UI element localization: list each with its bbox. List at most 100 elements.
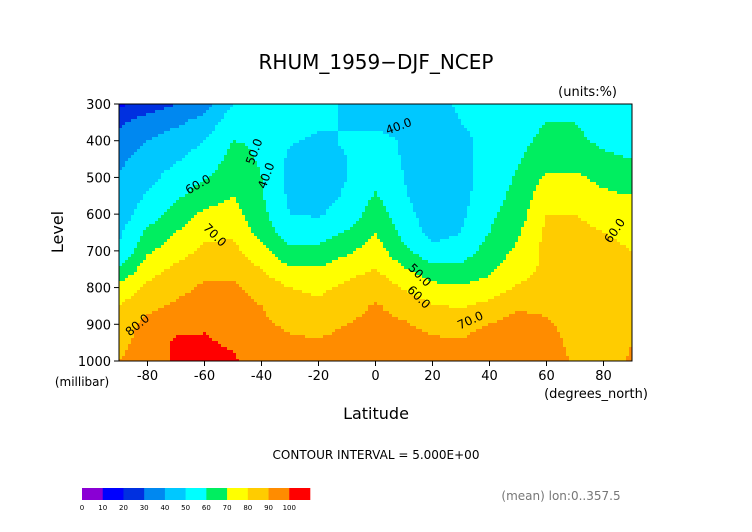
contour-cell [290,131,294,135]
contour-cell [362,140,366,144]
contour-cell [437,107,441,111]
contour-cell [254,104,258,108]
contour-cell [344,137,348,141]
contour-cell [623,125,627,129]
contour-cell [254,119,258,123]
contour-cell [407,125,411,129]
contour-cell [155,122,159,126]
contour-cell [242,131,246,135]
contour-cell [314,107,318,111]
contour-cell [518,134,522,138]
contour-cell [317,125,321,129]
contour-cell [575,125,579,129]
contour-cell [503,107,507,111]
contour-cell [572,110,576,114]
contour-cell [242,104,246,108]
contour-cell [491,104,495,108]
contour-cell [251,113,255,117]
contour-cell [185,140,189,144]
contour-cell [401,122,405,126]
contour-cell [527,137,531,141]
contour-cell [542,104,546,108]
contour-cell [422,128,426,132]
contour-cell [629,128,632,132]
contour-cell [353,113,357,117]
contour-cell [206,113,210,117]
contour-cell [461,140,465,144]
contour-cell [188,113,192,117]
contour-cell [539,104,543,108]
contour-cell [299,140,303,144]
contour-cell [128,140,132,144]
contour-cell [320,134,324,138]
contour-cell [446,116,450,120]
contour-cell [428,128,432,132]
contour-cell [584,119,588,123]
contour-cell [152,137,156,141]
contour-cell [275,110,279,114]
contour-cell [539,119,543,123]
contour-cell [254,110,258,114]
contour-cell [134,128,138,132]
contour-cell [416,134,420,138]
contour-cell [140,134,144,138]
contour-cell [383,113,387,117]
contour-cell [314,104,318,108]
contour-cell [590,134,594,138]
contour-cell [470,134,474,138]
contour-cell [590,119,594,123]
contour-cell [269,110,273,114]
contour-cell [347,134,351,138]
contour-cell [629,113,632,117]
contour-cell [347,137,351,141]
contour-cell [380,107,384,111]
contour-cell [140,140,144,144]
contour-cell [485,110,489,114]
contour-cell [494,113,498,117]
contour-cell [518,110,522,114]
contour-cell [161,119,165,123]
contour-cell [380,122,384,126]
contour-cell [395,113,399,117]
contour-cell [218,137,222,141]
contour-cell [257,113,261,117]
contour-cell [305,140,309,144]
contour-cell [371,110,375,114]
contour-cell [524,119,528,123]
contour-cell [239,122,243,126]
contour-cell [428,110,432,114]
contour-cell [320,131,324,135]
contour-cell [608,110,612,114]
contour-cell [119,134,123,138]
contour-cell [476,125,480,129]
contour-cell [317,122,321,126]
contour-cell [323,104,327,108]
contour-cell [329,128,333,132]
contour-cell [494,137,498,141]
contour-cell [599,116,603,120]
contour-cell [320,110,324,114]
contour-cell [251,131,255,135]
contour-cell [617,116,621,120]
contour-cell [185,107,189,111]
contour-cell [290,107,294,111]
contour-cell [578,119,582,123]
contour-cell [566,116,570,120]
contour-cell [593,128,597,132]
contour-cell [353,134,357,138]
contour-cell [602,116,606,120]
contour-cell [605,104,609,108]
contour-cell [323,119,327,123]
contour-cell [356,137,360,141]
contour-cell [383,140,387,144]
contour-cell [506,110,510,114]
contour-cell [500,122,504,126]
contour-cell [548,122,552,126]
contour-cell [536,110,540,114]
contour-cell [524,107,528,111]
contour-cell [488,113,492,117]
contour-cell [389,107,393,111]
contour-cell [317,140,321,144]
contour-cell [212,116,216,120]
contour-cell [134,122,138,126]
